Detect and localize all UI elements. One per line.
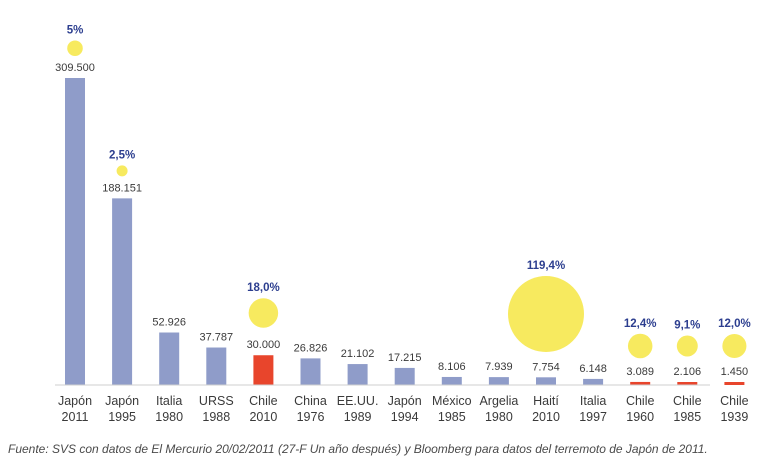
bar	[347, 364, 368, 385]
bar	[441, 376, 462, 385]
category-label: China	[294, 394, 327, 408]
value-label: 2.106	[674, 366, 702, 378]
category-year-label: 1988	[202, 410, 230, 424]
value-label: 52.926	[152, 317, 186, 329]
category-year-label: 1960	[626, 410, 654, 424]
bar	[583, 378, 604, 385]
value-label: 1.450	[721, 366, 749, 378]
category-year-label: 1994	[391, 410, 419, 424]
percentage-label: 119,4%	[527, 260, 565, 272]
category-label: Haití	[533, 394, 559, 408]
bubble	[676, 335, 698, 357]
bubble	[248, 298, 279, 328]
value-label: 17.215	[388, 352, 422, 364]
category-year-label: 1989	[344, 410, 372, 424]
value-label: 7.754	[532, 361, 560, 373]
category-year-label: 2010	[532, 410, 560, 424]
value-label: 30.000	[247, 339, 281, 351]
percentage-label: 9,1%	[674, 320, 700, 332]
category-year-label: 2010	[249, 410, 277, 424]
category-year-label: 2011	[62, 410, 89, 424]
bar	[253, 355, 274, 385]
category-label: Japón	[58, 394, 92, 408]
category-year-label: 1976	[297, 410, 325, 424]
category-label: Japón	[105, 394, 139, 408]
bubble	[508, 276, 584, 352]
value-label: 26.826	[294, 342, 328, 354]
value-label: 37.787	[199, 332, 233, 344]
value-label: 3.089	[626, 366, 654, 378]
bubble	[67, 40, 83, 56]
category-label: EE.UU.	[337, 394, 379, 408]
bar	[112, 198, 133, 385]
bar	[536, 377, 556, 385]
category-year-label: 1995	[108, 410, 136, 424]
category-label: URSS	[199, 394, 234, 408]
category-year-label: 1997	[579, 410, 607, 424]
bar	[724, 382, 745, 385]
category-label: Chile	[249, 394, 278, 408]
category-year-label: 1939	[720, 410, 748, 424]
bubble	[722, 333, 747, 359]
bar	[394, 367, 415, 385]
percentage-label: 5%	[67, 24, 84, 36]
category-year-label: 1985	[438, 410, 466, 424]
bar	[488, 377, 509, 385]
bubble	[116, 165, 128, 177]
bar	[65, 78, 85, 385]
category-label: Italia	[156, 394, 182, 408]
bar	[300, 358, 321, 385]
percentage-label: 12,4%	[624, 318, 657, 330]
category-label: Chile	[720, 394, 749, 408]
bubble	[627, 333, 653, 359]
category-label: Japón	[388, 394, 422, 408]
value-label: 21.102	[341, 348, 375, 360]
category-label: Argelia	[479, 394, 518, 408]
category-year-label: 1985	[673, 410, 701, 424]
category-label: Italia	[580, 394, 606, 408]
category-year-label: 1980	[485, 410, 513, 424]
category-year-label: 1980	[155, 410, 183, 424]
percentage-label: 18,0%	[247, 282, 280, 294]
percentage-label: 12,0%	[718, 318, 751, 330]
percentage-label: 2,5%	[109, 149, 135, 161]
category-label: Chile	[626, 394, 655, 408]
category-label: Chile	[673, 394, 702, 408]
value-label: 188.151	[102, 182, 142, 194]
source-note: Fuente: SVS con datos de El Mercurio 20/…	[8, 442, 708, 456]
value-label: 309.500	[55, 62, 95, 74]
value-label: 7.939	[485, 361, 513, 373]
bar	[159, 332, 180, 385]
bar	[677, 382, 698, 385]
category-label: México	[432, 394, 472, 408]
value-label: 6.148	[579, 363, 607, 375]
bar	[206, 347, 227, 385]
bar	[630, 381, 651, 385]
value-label: 8.106	[438, 361, 466, 373]
bar-bubble-chart: 309.500 Japón 2011 188.151 Japón 1995 52.926 It…	[55, 24, 751, 424]
